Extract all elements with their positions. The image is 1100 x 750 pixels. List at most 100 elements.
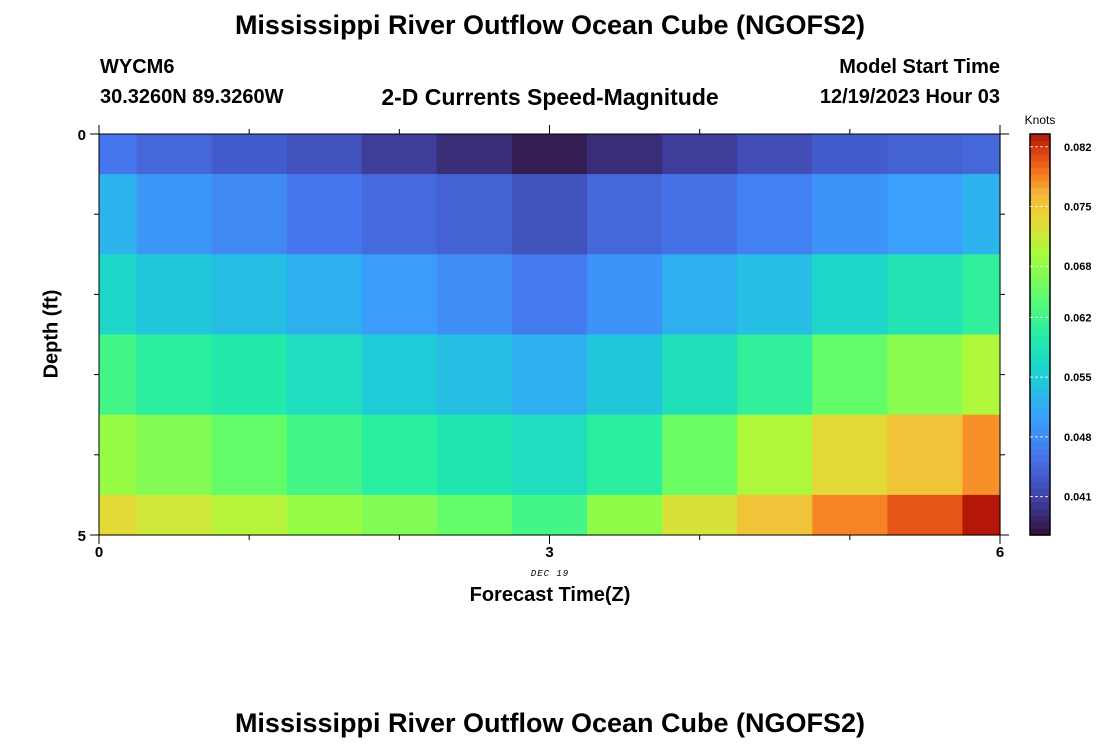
colorbar-segment xyxy=(1030,307,1050,316)
heatmap-cell-r5-c7 xyxy=(587,494,663,536)
heatmap-cell-r4-c3 xyxy=(286,414,363,496)
colorbar-segment xyxy=(1030,474,1050,483)
colorbar-segment xyxy=(1030,367,1050,376)
heatmap-cell-r5-c4 xyxy=(361,494,438,536)
heatmap-cell-r3-c8 xyxy=(662,334,738,416)
colorbar-segment xyxy=(1030,341,1050,349)
station-coords: 30.3260N 89.3260W xyxy=(100,86,284,108)
heatmap-cell-r4-c7 xyxy=(587,414,663,496)
colorbar-segment xyxy=(1030,247,1050,255)
heatmap-cell-r5-c10 xyxy=(812,494,888,536)
colorbar-tick-label: 0.055 xyxy=(1064,372,1092,384)
colorbar-segment xyxy=(1030,361,1050,369)
colorbar-segment xyxy=(1030,514,1050,523)
heatmap-cell-r4-c8 xyxy=(662,414,738,496)
heatmap-cell-r1-c11 xyxy=(887,174,964,255)
colorbar-segment xyxy=(1030,387,1050,396)
colorbar-segment xyxy=(1030,294,1050,302)
station-id: WYCM6 xyxy=(100,56,175,78)
heatmap-cell-r4-c9 xyxy=(737,414,813,496)
heatmap-cell-r0-c4 xyxy=(361,134,438,175)
colorbar-segment xyxy=(1030,254,1050,262)
colorbar-segment xyxy=(1030,240,1050,249)
heatmap-cell-r2-c3 xyxy=(286,254,363,336)
heatmap-cell-r0-c7 xyxy=(587,134,663,175)
heatmap-cell-r4-c2 xyxy=(211,414,288,496)
colorbar-tick-label: 0.041 xyxy=(1064,492,1092,504)
heatmap-cell-r2-c1 xyxy=(136,254,213,336)
colorbar-segment xyxy=(1030,200,1050,209)
heatmap-cells xyxy=(99,134,1001,536)
heatmap-cell-r5-c0 xyxy=(99,494,138,536)
colorbar-segment xyxy=(1030,354,1050,362)
heatmap-cell-r1-c0 xyxy=(99,174,138,255)
heatmap-cell-r4-c12 xyxy=(962,414,1001,496)
heatmap-cell-r3-c0 xyxy=(99,334,138,416)
colorbar-segment xyxy=(1030,180,1050,189)
heatmap-cell-r1-c7 xyxy=(587,174,663,255)
x-tick-label: 3 xyxy=(545,544,553,561)
colorbar-segment xyxy=(1030,301,1050,309)
colorbar-segment xyxy=(1030,267,1050,275)
heatmap-cell-r0-c3 xyxy=(286,134,363,175)
colorbar-segment xyxy=(1030,441,1050,449)
colorbar-segment xyxy=(1030,394,1050,402)
colorbar-segment xyxy=(1030,274,1050,282)
heatmap-cell-r3-c1 xyxy=(136,334,213,416)
colorbar-tick-label: 0.082 xyxy=(1064,142,1092,154)
heatmap-cell-r1-c3 xyxy=(286,174,363,255)
heatmap-cell-r0-c8 xyxy=(662,134,738,175)
colorbar-segment xyxy=(1030,154,1050,162)
heatmap-cell-r1-c12 xyxy=(962,174,1001,255)
colorbar-segment xyxy=(1030,408,1050,416)
heatmap-cell-r2-c6 xyxy=(511,254,588,336)
colorbar-segment xyxy=(1030,167,1050,175)
colorbar-segment xyxy=(1030,508,1050,516)
heatmap-cell-r1-c2 xyxy=(211,174,288,255)
y-tick-label: 0 xyxy=(78,127,86,144)
colorbar-segment xyxy=(1030,528,1050,536)
heatmap-cell-r3-c9 xyxy=(737,334,813,416)
heatmap-cell-r2-c0 xyxy=(99,254,138,336)
colorbar-segment xyxy=(1030,207,1050,215)
colorbar-segment xyxy=(1030,227,1050,235)
date-label: DEC 19 xyxy=(530,569,570,579)
colorbar-segment xyxy=(1030,147,1050,155)
colorbar-segment xyxy=(1030,347,1050,356)
colorbar-segment xyxy=(1030,434,1050,443)
model-start-time: 12/19/2023 Hour 03 xyxy=(819,86,1000,108)
colorbar-segment xyxy=(1030,327,1050,336)
heatmap-cell-r4-c6 xyxy=(511,414,588,496)
heatmap-cell-r4-c4 xyxy=(361,414,438,496)
heatmap-cell-r5-c2 xyxy=(211,494,288,536)
colorbar-segment xyxy=(1030,214,1050,222)
colorbar-tick-label: 0.075 xyxy=(1064,202,1092,214)
page-title: Mississippi River Outflow Ocean Cube (NG… xyxy=(234,10,866,40)
heatmap-cell-r2-c10 xyxy=(812,254,888,336)
heatmap-cell-r4-c0 xyxy=(99,414,138,496)
colorbar-segment xyxy=(1030,401,1050,409)
heatmap-cell-r3-c3 xyxy=(286,334,363,416)
colorbar-segment xyxy=(1030,374,1050,382)
heatmap-cell-r0-c5 xyxy=(436,134,513,175)
heatmap-cell-r5-c9 xyxy=(737,494,813,536)
x-tick-label: 6 xyxy=(996,544,1004,561)
heatmap-cell-r2-c12 xyxy=(962,254,1001,336)
colorbar-tick-label: 0.048 xyxy=(1064,432,1092,444)
colorbar-tick-label: 0.068 xyxy=(1064,261,1092,273)
colorbar-segment xyxy=(1030,194,1050,202)
colorbar-segment xyxy=(1030,521,1050,529)
model-start-label: Model Start Time xyxy=(839,56,1000,78)
heatmap-cell-r0-c10 xyxy=(812,134,888,175)
colorbar-tick-label: 0.062 xyxy=(1064,312,1092,324)
x-axis-label: Forecast Time(Z) xyxy=(469,584,631,606)
heatmap-cell-r5-c8 xyxy=(662,494,738,536)
heatmap-cell-r3-c4 xyxy=(361,334,438,416)
heatmap-cell-r2-c5 xyxy=(436,254,513,336)
heatmap-cell-r0-c2 xyxy=(211,134,288,175)
colorbar-segment xyxy=(1030,334,1050,342)
heatmap-cell-r3-c11 xyxy=(887,334,964,416)
heatmap-cell-r2-c7 xyxy=(587,254,663,336)
colorbar-segment xyxy=(1030,287,1050,295)
